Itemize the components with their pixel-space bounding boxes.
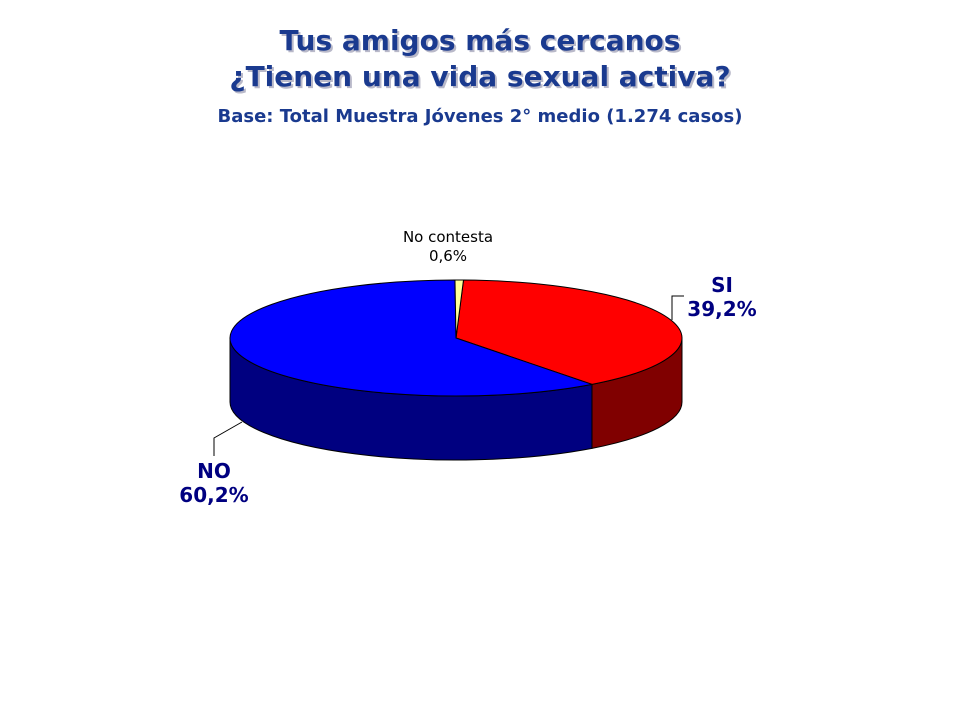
- chart-title-line2: ¿Tienen una vida sexual activa?: [229, 60, 731, 93]
- pie-slice-no: [229, 279, 594, 397]
- pie-slice-no-contesta: [454, 279, 465, 339]
- chart-title-line1: Tus amigos más cercanos: [279, 24, 681, 57]
- data-value-si: 39,2%: [687, 297, 756, 321]
- pie-slice-si: [455, 279, 683, 385]
- data-value-no: 60,2%: [179, 483, 248, 507]
- data-label-si: SI: [711, 273, 733, 297]
- leader-line-no: [213, 421, 243, 456]
- data-value-no-contesta: 0,6%: [429, 247, 467, 265]
- leader-line-si: [671, 295, 684, 320]
- chart-subtitle: Base: Total Muestra Jóvenes 2° medio (1.…: [217, 106, 743, 127]
- data-label-no-contesta: No contesta: [403, 228, 493, 246]
- data-label-no: NO: [197, 459, 231, 483]
